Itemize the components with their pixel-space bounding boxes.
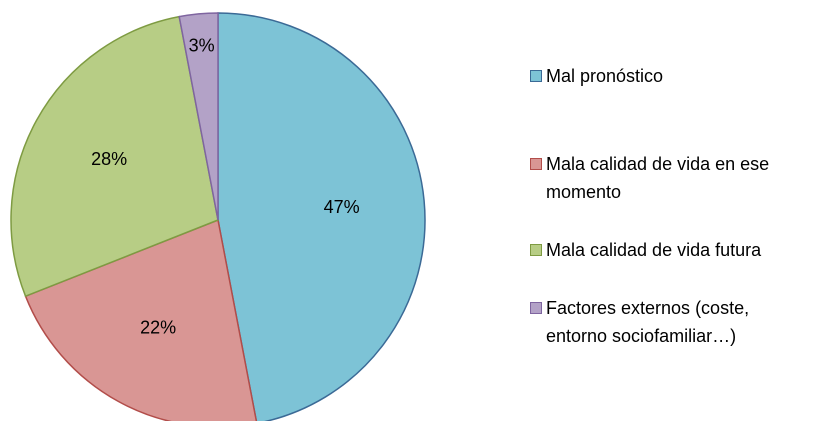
legend-swatch bbox=[530, 70, 542, 82]
pie-slice bbox=[10, 15, 219, 298]
data-label: 22% bbox=[140, 318, 176, 338]
legend-label: Mala calidad de vida en ese momento bbox=[546, 154, 770, 202]
legend-item: Factores externos (coste, entorno sociof… bbox=[530, 294, 800, 350]
legend-label: Factores externos (coste, entorno sociof… bbox=[546, 298, 750, 346]
data-label: 28% bbox=[91, 149, 127, 169]
legend-swatch bbox=[530, 244, 542, 256]
legend-item: Mala calidad de vida futura bbox=[530, 236, 800, 264]
pie-slice bbox=[24, 218, 258, 421]
legend: Mal pronóstico Mala calidad de vida en es… bbox=[530, 62, 800, 380]
legend-item: Mal pronóstico bbox=[530, 62, 800, 90]
legend-item: Mala calidad de vida en ese momento bbox=[530, 150, 800, 206]
legend-label: Mala calidad de vida futura bbox=[546, 240, 762, 260]
data-label: 47% bbox=[324, 197, 360, 217]
data-label: 3% bbox=[189, 36, 215, 56]
pie-slice bbox=[178, 12, 219, 221]
legend-swatch bbox=[530, 158, 542, 170]
pie-slice bbox=[217, 12, 426, 421]
legend-swatch bbox=[530, 302, 542, 314]
legend-label: Mal pronóstico bbox=[546, 66, 664, 86]
